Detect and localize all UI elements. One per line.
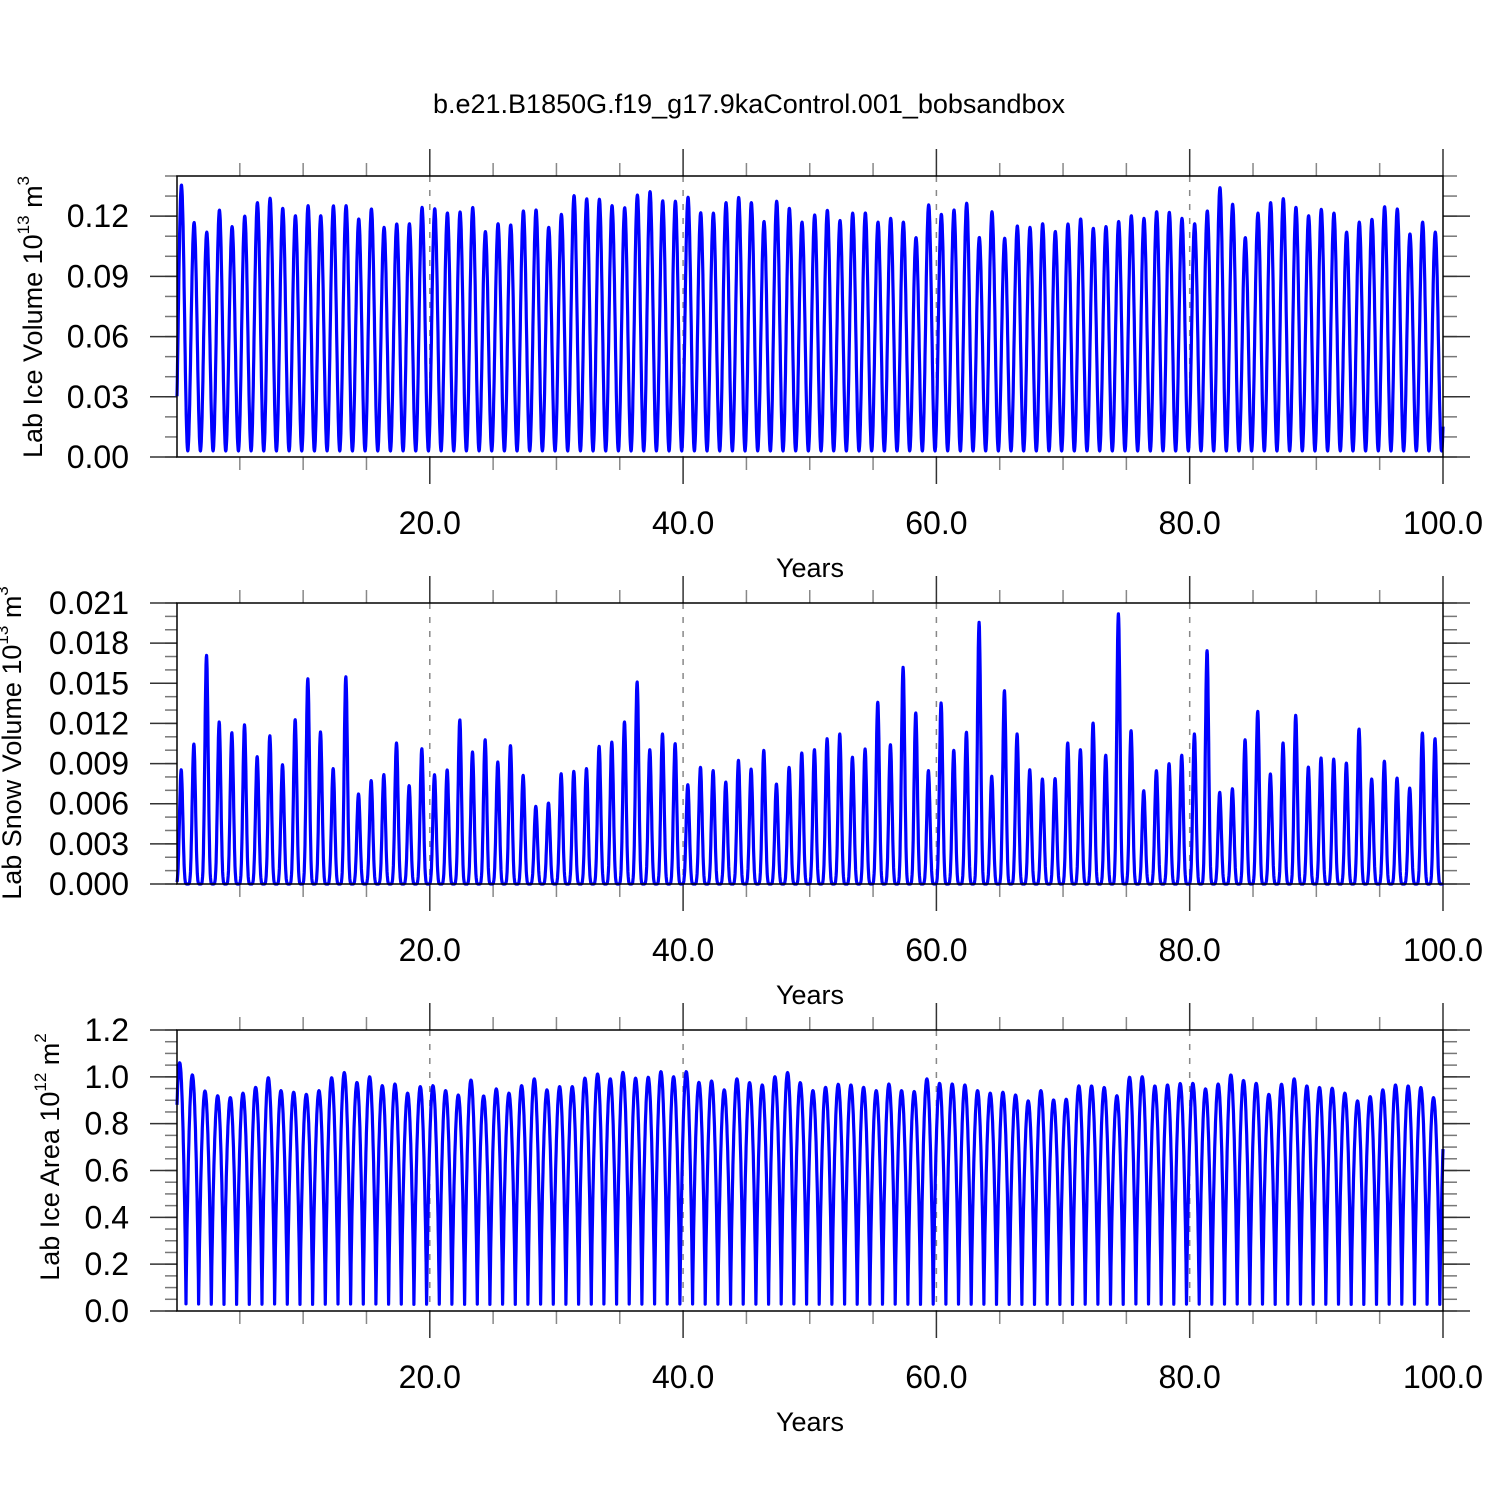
y-tick-label: 0.09 <box>67 258 129 294</box>
y-tick-label: 0.03 <box>67 379 129 415</box>
y-tick-label: 1.2 <box>85 1012 129 1048</box>
y-axis-label: Lab Ice Area 1012 m2 <box>31 1033 65 1281</box>
y-tick-label: 0.06 <box>67 319 129 355</box>
x-tick-label: 80.0 <box>1159 932 1221 968</box>
y-tick-label: 0.4 <box>85 1199 129 1235</box>
x-tick-label: 100.0 <box>1403 932 1483 968</box>
series-line <box>175 612 1445 886</box>
x-tick-label: 20.0 <box>399 505 461 541</box>
y-axis-label-unit-exponent: 2 <box>31 1033 50 1042</box>
x-tick-label: 20.0 <box>399 1359 461 1395</box>
x-tick-label: 40.0 <box>652 1359 714 1395</box>
y-axis-label-text: Lab Ice Area 10 <box>35 1092 65 1281</box>
y-tick-label: 0.009 <box>49 746 129 782</box>
panel-lab-ice-area: Lab Ice Area 1012 m2 Years 0.0 0.2 0.4 0.6 0… <box>31 1003 1483 1437</box>
x-axis-label: Years <box>776 1407 844 1437</box>
series-line <box>175 183 1445 453</box>
plot-frame <box>176 1029 1444 1312</box>
y-tick-label: 0.12 <box>67 198 129 234</box>
x-tick-label: 60.0 <box>905 932 967 968</box>
y-axis-label-text: Lab Ice Volume 10 <box>18 234 48 458</box>
y-axis-label-unit: m <box>35 1043 65 1073</box>
chart-title: b.e21.B1850G.f19_g17.9kaControl.001_bobs… <box>433 89 1066 119</box>
y-axis-label: Lab Ice Volume 1013 m3 <box>14 176 48 458</box>
y-axis-label-unit-exponent: 3 <box>0 586 12 595</box>
x-tick-label: 60.0 <box>905 505 967 541</box>
y-tick-label: 0.006 <box>49 786 129 822</box>
plot-frame <box>176 602 1444 885</box>
x-tick-label: 20.0 <box>399 932 461 968</box>
series-line <box>175 1061 1445 1307</box>
y-tick-label: 0.6 <box>85 1153 129 1189</box>
x-tick-label: 40.0 <box>652 932 714 968</box>
y-axis-label-unit: m <box>0 596 27 626</box>
y-tick-label: 0.003 <box>49 826 129 862</box>
x-tick-label: 80.0 <box>1159 505 1221 541</box>
x-tick-label: 80.0 <box>1159 1359 1221 1395</box>
y-axis-label-text: Lab Snow Volume 10 <box>0 645 27 900</box>
x-tick-label: 100.0 <box>1403 505 1483 541</box>
y-tick-label: 0.2 <box>85 1246 129 1282</box>
panel-lab-ice-volume: Lab Ice Volume 1013 m3 Years 0.00 0.03 0.0… <box>14 149 1483 583</box>
y-axis-label-unit-exponent: 3 <box>14 176 33 185</box>
y-axis-label-exponent: 13 <box>0 626 12 645</box>
panel-lab-snow-volume: Lab Snow Volume 1013 m3 Years 0.000 0.003… <box>0 576 1483 1010</box>
y-axis-label: Lab Snow Volume 1013 m3 <box>0 586 27 900</box>
plot-frame <box>176 175 1444 458</box>
y-axis-label-exponent: 12 <box>31 1073 50 1092</box>
y-tick-label: 0.021 <box>49 585 129 621</box>
y-tick-label: 0.018 <box>49 625 129 661</box>
x-axis-label: Years <box>776 553 844 583</box>
y-axis-label-unit: m <box>18 185 48 215</box>
x-tick-label: 100.0 <box>1403 1359 1483 1395</box>
y-tick-label: 1.0 <box>85 1059 129 1095</box>
y-tick-label: 0.00 <box>67 439 129 475</box>
y-tick-label: 0.0 <box>85 1293 129 1329</box>
x-tick-label: 40.0 <box>652 505 714 541</box>
y-axis-label-exponent: 13 <box>14 215 33 234</box>
x-tick-label: 60.0 <box>905 1359 967 1395</box>
y-tick-label: 0.8 <box>85 1106 129 1142</box>
y-tick-label: 0.000 <box>49 866 129 902</box>
x-axis-label: Years <box>776 980 844 1010</box>
y-tick-label: 0.015 <box>49 665 129 701</box>
y-tick-label: 0.012 <box>49 705 129 741</box>
